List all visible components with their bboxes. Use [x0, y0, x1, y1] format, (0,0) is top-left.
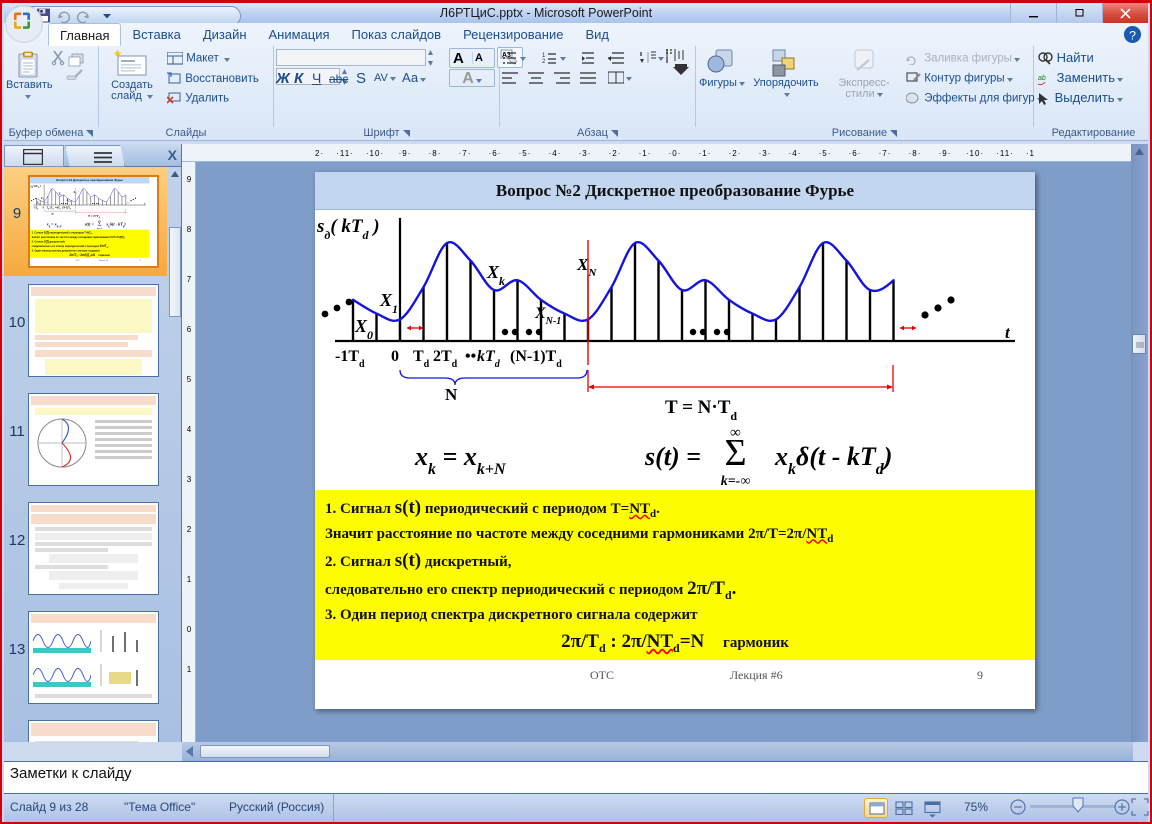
svg-text:·10·: ·10· — [366, 149, 384, 158]
svg-text:·7·: ·7· — [879, 149, 892, 158]
svg-text:Td: Td — [46, 206, 49, 210]
svg-text:·5·: ·5· — [819, 149, 832, 158]
svg-text:s(t) =: s(t) = — [84, 222, 95, 227]
svg-text:·9·: ·9· — [939, 149, 952, 158]
svg-text:T = N·Td: T = N·Td — [665, 397, 737, 423]
svg-text:·0·: ·0· — [669, 149, 682, 158]
svg-text:xkδ(t - kTd): xkδ(t - kTd) — [774, 442, 892, 478]
svg-text:·4·: ·4· — [789, 149, 802, 158]
svg-text:·2·: ·2· — [729, 149, 742, 158]
svg-text:xkδ(t - kTd): xkδ(t - kTd) — [105, 222, 126, 229]
svg-text:2Td: 2Td — [433, 348, 458, 370]
svg-text:(N-1)Td: (N-1)Td — [62, 206, 71, 210]
svg-text:N: N — [445, 385, 458, 404]
svg-text:sд( kTd ): sд( kTd ) — [316, 216, 380, 242]
svg-text:X1: X1 — [379, 290, 398, 316]
svg-text:xk = xk+N: xk = xk+N — [46, 222, 62, 229]
svg-text:·7·: ·7· — [459, 149, 472, 158]
svg-text:0: 0 — [43, 206, 45, 209]
svg-text:·11·: ·11· — [996, 149, 1014, 158]
svg-text:·8·: ·8· — [429, 149, 442, 158]
svg-text:·5·: ·5· — [519, 149, 532, 158]
svg-text:t: t — [1005, 323, 1011, 342]
svg-text:XN-1: XN-1 — [65, 199, 70, 203]
svg-text:(N-1)Td: (N-1)Td — [510, 348, 562, 370]
svg-text:·6·: ·6· — [489, 149, 502, 158]
svg-text:••: •• — [55, 206, 57, 209]
svg-text:XN-1: XN-1 — [534, 305, 561, 327]
svg-text:·9·: ·9· — [399, 149, 412, 158]
svg-text:·11·: ·11· — [336, 149, 354, 158]
svg-text:N: N — [52, 212, 54, 216]
svg-text:t: t — [144, 202, 145, 206]
svg-text:·8·: ·8· — [909, 149, 922, 158]
svg-text:Td: Td — [413, 348, 430, 370]
svg-text:·4·: ·4· — [549, 149, 562, 158]
svg-text:·1·: ·1· — [639, 149, 652, 158]
svg-text:·12·: ·12· — [315, 149, 324, 158]
svg-text:-1Td: -1Td — [335, 348, 365, 370]
svg-text:kTd: kTd — [477, 348, 501, 370]
svg-text:·6·: ·6· — [849, 149, 862, 158]
svg-text:XN: XN — [72, 190, 77, 195]
svg-text:2: 2 — [542, 59, 546, 65]
svg-text:2Td: 2Td — [50, 206, 54, 210]
svg-text:·1·: ·1· — [699, 149, 712, 158]
svg-text:X0: X0 — [36, 201, 40, 206]
svg-text:T = N·Td: T = N·Td — [88, 214, 101, 219]
svg-text:ab: ab — [1038, 75, 1046, 82]
svg-text:X1: X1 — [40, 196, 44, 201]
svg-text:XN: XN — [576, 255, 597, 279]
svg-text:0: 0 — [391, 348, 399, 365]
svg-text:·3·: ·3· — [579, 149, 592, 158]
svg-text:?: ? — [1129, 28, 1136, 42]
svg-text:·3·: ·3· — [759, 149, 772, 158]
svg-text:Xk: Xk — [58, 192, 62, 197]
svg-text:·2·: ·2· — [609, 149, 622, 158]
svg-text:-1Td: -1Td — [33, 206, 38, 210]
svg-text:·12·: ·12· — [1026, 149, 1035, 158]
svg-text:·10·: ·10· — [966, 149, 984, 158]
svg-text:X0: X0 — [354, 316, 373, 342]
svg-text:kTd: kTd — [57, 206, 61, 210]
svg-text:sд( kTd ): sд( kTd ) — [30, 184, 41, 189]
svg-text:••: •• — [465, 348, 476, 365]
